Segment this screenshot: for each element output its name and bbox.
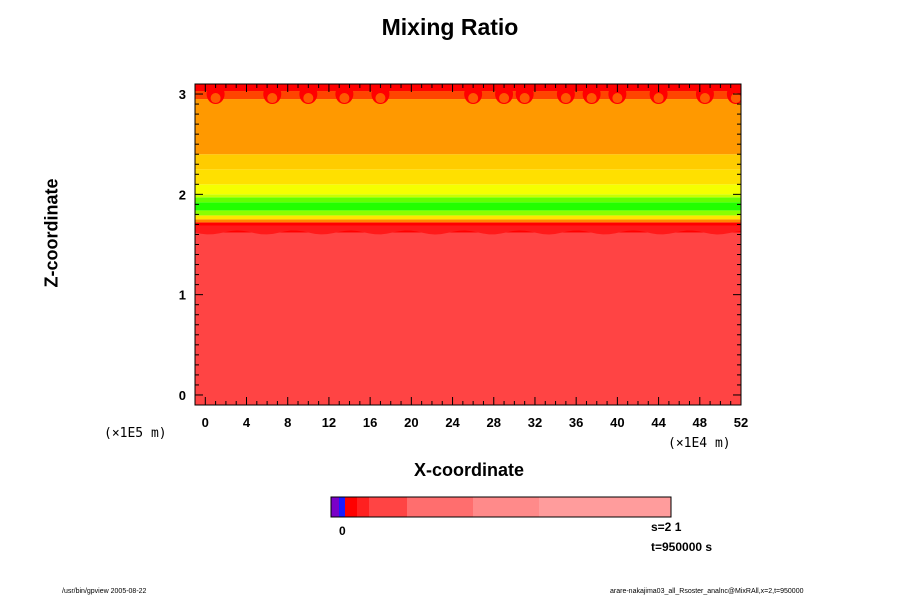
- heatmap-layers: [195, 84, 741, 405]
- colorbar-swatch-0: [331, 497, 339, 517]
- x-tick-label: 28: [487, 415, 501, 430]
- top-blob-core-12: [699, 93, 710, 104]
- x-tick-label: 44: [651, 415, 666, 430]
- x-tick-label: 12: [322, 415, 336, 430]
- x-tick-label: 16: [363, 415, 377, 430]
- x-tick-label: 20: [404, 415, 418, 430]
- boundary-wave: [195, 225, 741, 235]
- x-tick-label: 32: [528, 415, 542, 430]
- colorbar-frame: [330, 496, 672, 518]
- top-blob-core-6: [499, 93, 510, 104]
- heatmap-band-11: [195, 99, 741, 155]
- x-axis-title: X-coordinate: [413, 460, 524, 480]
- x-tick-label: 48: [693, 415, 707, 430]
- colorbar-swatch-6: [473, 497, 539, 517]
- y-tick-label: 2: [179, 187, 186, 202]
- heatmap-band-10: [195, 154, 741, 170]
- heatmap-band-3: [195, 215, 741, 220]
- y-axis-unit: (×1E5 m): [104, 426, 167, 441]
- heatmap-band-6: [195, 197, 741, 203]
- top-blob-core-3: [339, 93, 350, 104]
- heatmap-band-9: [195, 169, 741, 185]
- heatmap-band-0: [195, 229, 741, 405]
- x-tick-label: 0: [202, 415, 209, 430]
- top-blob-core-0: [210, 93, 221, 104]
- colorbar-swatch-1: [339, 497, 345, 517]
- heatmap-band-2: [195, 219, 741, 223]
- x-tick-label: 36: [569, 415, 583, 430]
- top-blob-core-11: [653, 93, 664, 104]
- slice-info: s=2 1: [651, 520, 682, 534]
- top-blob-core-2: [303, 93, 314, 104]
- x-tick-label: 52: [734, 415, 748, 430]
- heatmap-band-5: [195, 202, 741, 211]
- x-tick-label: 4: [243, 415, 251, 430]
- colorbar-zero-label: 0: [339, 524, 346, 538]
- colorbar-swatch-2: [345, 497, 357, 517]
- x-tick-label: 24: [445, 415, 460, 430]
- colorbar: [330, 496, 672, 518]
- heatmap-band-4: [195, 210, 741, 216]
- top-blob-core-4: [375, 93, 386, 104]
- heatmap-band-7: [195, 194, 741, 198]
- y-tick-label: 1: [179, 288, 186, 303]
- top-blob-core-8: [560, 93, 571, 104]
- y-tick-label: 3: [179, 87, 186, 102]
- colorbar-swatch-7: [539, 497, 671, 517]
- colorbar-swatch-4: [369, 497, 407, 517]
- x-axis-unit: (×1E4 m): [668, 436, 731, 451]
- colorbar-swatch-3: [357, 497, 369, 517]
- chart-title: Mixing Ratio: [381, 14, 519, 40]
- y-axis-title: Z-coordinate: [41, 178, 62, 288]
- x-tick-label: 8: [284, 415, 291, 430]
- heatmap-band-8: [195, 184, 741, 195]
- time-info: t=950000 s: [651, 540, 713, 554]
- footer-source: arare-nakajima03_all_Rsoster_analnc@MixR…: [610, 588, 804, 595]
- top-blob-core-10: [612, 93, 623, 104]
- y-tick-label: 0: [179, 388, 186, 403]
- top-blob-core-13: [730, 93, 741, 104]
- top-blob-core-7: [519, 93, 530, 104]
- colorbar-swatch-5: [407, 497, 473, 517]
- top-blob-core-5: [468, 93, 479, 104]
- x-tick-label: 40: [610, 415, 624, 430]
- top-blob-core-9: [586, 93, 597, 104]
- footer-command: /usr/bin/gpview 2005-08-22: [62, 588, 147, 595]
- top-blob-core-1: [267, 93, 278, 104]
